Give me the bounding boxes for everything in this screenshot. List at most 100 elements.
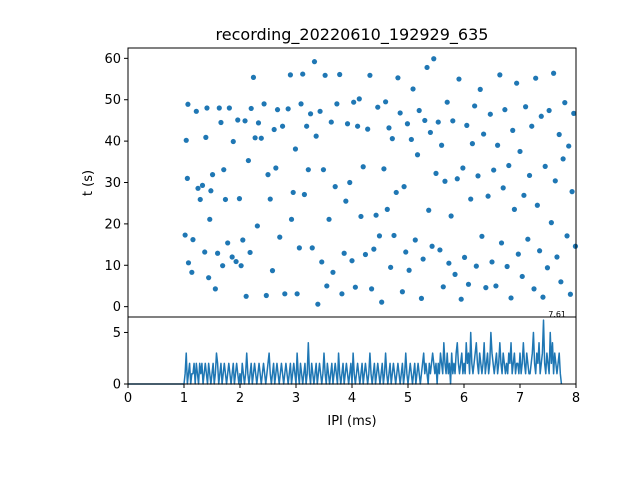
bottom-x-ticks: 0 1 2 3 4 5 6 7 8 [124,384,580,406]
scatter-point [371,246,377,252]
scatter-point [271,126,277,133]
scatter-point [193,108,199,114]
scatter-point [558,279,564,285]
scatter-point [216,105,222,111]
scatter-point [481,131,487,137]
scatter-point [401,184,407,190]
scatter-point [552,178,558,184]
scatter-point [399,289,405,295]
scatter-point [197,196,203,203]
scatter-point [504,263,510,270]
scatter-point [301,191,307,198]
scatter-point [261,101,267,107]
scatter-point [285,106,291,112]
scatter-point [418,295,425,301]
scatter-point [311,59,318,65]
scatter-point [369,286,375,292]
scatter-point [300,71,306,77]
scatter-point [571,110,577,116]
ipi-axes-frame [127,316,577,385]
scatter-point [424,64,430,71]
scatter-point [226,105,232,111]
top-y-ticks: 0 10 20 30 40 50 60 [104,52,128,315]
scatter-point [182,232,188,238]
x-tick-label: 0 [124,391,132,406]
scatter-point [439,142,445,148]
scatter-point [185,260,192,266]
scatter-point [540,294,546,300]
x-tick-label: 4 [348,391,356,406]
scatter-point [296,245,302,251]
scatter-point [384,206,390,212]
scatter-point [468,196,474,202]
x-tick-label: 8 [572,391,580,406]
y-axis-label: t (s) [81,170,96,196]
x-tick-label: 5 [404,391,412,406]
scatter-point [218,119,224,126]
scatter-point [479,233,485,239]
scatter-point [489,259,495,265]
scatter-point [209,172,216,178]
scatter-point [408,136,414,143]
scatter-point [355,123,361,129]
scatter-point [526,172,533,179]
scatter-point [454,176,460,182]
y-tick-label: 60 [104,52,121,67]
scatter-point [250,74,257,80]
scatter-point [546,107,552,114]
scatter-point [189,269,195,275]
scatter-points [182,56,579,307]
scatter-point [440,284,446,290]
scatter-point [320,167,327,173]
scatter-point [334,101,340,107]
scatter-point [525,236,531,242]
scatter-point [426,207,432,213]
scatter-point [222,196,229,203]
scatter-point [273,165,279,171]
scatter-point [517,148,523,155]
scatter-point [242,118,248,124]
scatter-point [279,123,286,129]
scatter-point [523,104,529,110]
scatter-point [562,100,568,106]
scatter-point [263,292,269,299]
scatter-point [389,136,395,142]
scatter-point [529,123,535,129]
scatter-point [386,125,392,131]
scatter-point [255,120,262,126]
scatter-point [383,99,389,105]
scatter-point [243,293,249,299]
scatter-point [360,164,366,170]
scatter-point [315,301,321,307]
scatter-point [344,121,351,127]
raster-panel: recording_20220610_192929_635 0 10 20 30 40 5… [81,25,579,318]
scatter-point [458,296,464,302]
scatter-point [288,216,295,222]
scatter-point [533,75,539,81]
scatter-point [379,299,385,305]
scatter-point [465,281,472,287]
scatter-point [322,72,328,78]
scatter-point [240,237,246,243]
scatter-point [446,260,452,266]
scatter-point [212,286,218,292]
scatter-point [229,254,235,260]
scatter-point [537,248,543,254]
x-tick-label: 7 [516,391,524,406]
scatter-point [376,233,383,239]
scatter-point [460,165,466,171]
scatter-point [230,138,236,145]
scatter-point [497,72,503,78]
scatter-point [317,108,323,114]
scatter-point [485,193,491,199]
scatter-point [491,167,497,173]
scatter-point [195,185,201,191]
scatter-point [551,70,557,76]
scatter-point [442,178,448,184]
scatter-point [305,167,311,173]
scatter-point [265,172,271,178]
scatter-point [332,184,338,190]
scatter-point [444,99,450,105]
scatter-point [538,113,544,119]
scatter-point [352,284,358,290]
